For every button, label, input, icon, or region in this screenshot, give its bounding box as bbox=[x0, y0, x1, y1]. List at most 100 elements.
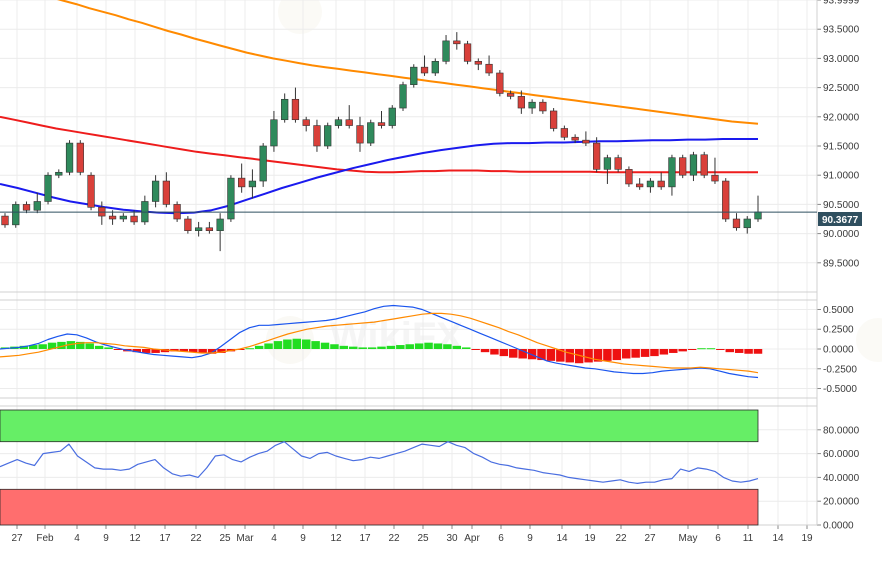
candle-body bbox=[571, 136, 579, 141]
candle-body bbox=[657, 180, 665, 188]
macd-histogram-bar bbox=[461, 347, 471, 349]
macd-histogram-bar bbox=[377, 346, 386, 349]
macd-histogram-bar bbox=[330, 344, 339, 349]
candle-body bbox=[270, 119, 278, 147]
candle-body bbox=[517, 96, 525, 109]
x-tick-label: 19 bbox=[801, 533, 813, 544]
macd-histogram-bar bbox=[650, 349, 659, 357]
rsi-tick-label: 20.0000 bbox=[823, 497, 860, 508]
macd-histogram-bar bbox=[47, 342, 57, 349]
candle-body bbox=[87, 174, 95, 208]
candle-body bbox=[12, 204, 20, 226]
x-tick-label: 22 bbox=[388, 533, 400, 544]
macd-histogram-bar bbox=[669, 349, 678, 353]
candle-body bbox=[313, 125, 321, 147]
candle-body bbox=[722, 180, 730, 220]
ma-200-line bbox=[56, 0, 759, 125]
macd-histogram-bar bbox=[301, 339, 311, 349]
macd-histogram-bar bbox=[198, 349, 207, 353]
candle-body bbox=[593, 142, 601, 170]
macd-histogram-bar bbox=[19, 345, 29, 349]
macd-histogram-bar bbox=[254, 345, 264, 349]
candle-body bbox=[453, 40, 461, 45]
macd-histogram-bar bbox=[179, 349, 189, 352]
macd-histogram-bar bbox=[659, 349, 669, 355]
candle-body bbox=[754, 211, 762, 220]
macd-histogram-bar bbox=[621, 349, 631, 359]
candle-body bbox=[302, 119, 310, 126]
price-tick-label: 89.5000 bbox=[823, 258, 860, 269]
x-tick-label: 9 bbox=[527, 533, 533, 544]
macd-histogram-bar bbox=[414, 343, 424, 349]
price-tick-label: 93.5000 bbox=[823, 25, 860, 36]
macd-tick-label: -0.5000 bbox=[823, 384, 857, 395]
macd-histogram-bar bbox=[104, 347, 113, 349]
svg-text:WikiFX: WikiFX bbox=[330, 315, 463, 359]
rsi-tick-label: 40.0000 bbox=[823, 473, 860, 484]
macd-histogram-bar bbox=[452, 345, 462, 349]
macd-histogram-bar bbox=[744, 349, 753, 354]
macd-histogram-bar bbox=[29, 345, 38, 349]
candle-body bbox=[463, 43, 472, 62]
macd-histogram-bar bbox=[339, 345, 349, 349]
candle-body bbox=[130, 215, 138, 223]
macd-histogram-bar bbox=[574, 349, 584, 364]
price-tick-label: 92.5000 bbox=[823, 83, 860, 94]
x-tick-label: 30 bbox=[446, 533, 458, 544]
macd-histogram-bar bbox=[94, 345, 104, 349]
candle-body bbox=[679, 157, 687, 176]
macd-histogram-bar bbox=[311, 341, 320, 349]
macd-histogram-bar bbox=[527, 349, 537, 360]
macd-histogram-bar bbox=[189, 349, 198, 353]
macd-histogram-bar bbox=[76, 341, 85, 349]
x-tick-label: 11 bbox=[743, 533, 754, 544]
candle-body bbox=[668, 157, 676, 188]
candle-body bbox=[625, 169, 633, 185]
candle-body bbox=[420, 66, 429, 74]
candle-body bbox=[367, 122, 375, 144]
macd-histogram-bar bbox=[480, 349, 490, 353]
candle-body bbox=[227, 177, 235, 220]
x-tick-label: 25 bbox=[417, 533, 429, 544]
candle-body bbox=[324, 125, 332, 147]
price-tick-label: 90.5000 bbox=[823, 200, 860, 211]
macd-histogram-bar bbox=[367, 347, 377, 349]
macd-lines bbox=[0, 304, 759, 379]
candlesticks bbox=[1, 32, 762, 252]
x-tick-label: 4 bbox=[74, 533, 80, 544]
price-tick-label: 91.0000 bbox=[823, 171, 860, 182]
rsi-line bbox=[0, 441, 759, 484]
macd-histogram-bar bbox=[113, 349, 123, 350]
candle-body bbox=[528, 101, 536, 109]
x-tick-label: Apr bbox=[464, 533, 480, 544]
macd-histogram-bar bbox=[546, 349, 556, 361]
macd-histogram-bar bbox=[85, 343, 94, 349]
x-axis-labels: 27 Feb 4 9 12 17 22 25 Mar 4 9 12 17 22 25 30 Apr 6 9 14 19 2… bbox=[11, 533, 813, 544]
macd-histogram-bar bbox=[405, 344, 414, 349]
candle-body bbox=[582, 139, 590, 144]
macd-tick-label: 0.2500 bbox=[823, 325, 854, 336]
x-tick-label: 12 bbox=[330, 533, 342, 544]
candle-body bbox=[33, 201, 41, 211]
candle-body bbox=[281, 98, 289, 121]
x-tick-label: Mar bbox=[236, 533, 254, 544]
candle-body bbox=[76, 142, 84, 173]
price-tick-label: 93.0000 bbox=[823, 54, 860, 65]
macd-histogram-bar bbox=[38, 344, 47, 349]
macd-histogram-bar bbox=[556, 349, 565, 362]
candle-body bbox=[431, 61, 439, 74]
macd-histogram-bar bbox=[66, 341, 76, 349]
candle-body bbox=[442, 40, 450, 62]
candle-body bbox=[474, 61, 482, 65]
macd-histogram-bar bbox=[499, 349, 509, 357]
macd-tick-label: 0.5000 bbox=[823, 305, 854, 316]
candle-body bbox=[549, 110, 558, 129]
macd-histogram-bar bbox=[471, 349, 480, 350]
wikifx-watermark: WikiFX bbox=[266, 0, 882, 364]
macd-histogram-bar bbox=[349, 346, 358, 349]
macd-histogram-bar bbox=[490, 349, 499, 355]
candle-body bbox=[194, 227, 203, 231]
candle-body bbox=[345, 119, 353, 126]
macd-histogram-bar bbox=[320, 342, 330, 349]
